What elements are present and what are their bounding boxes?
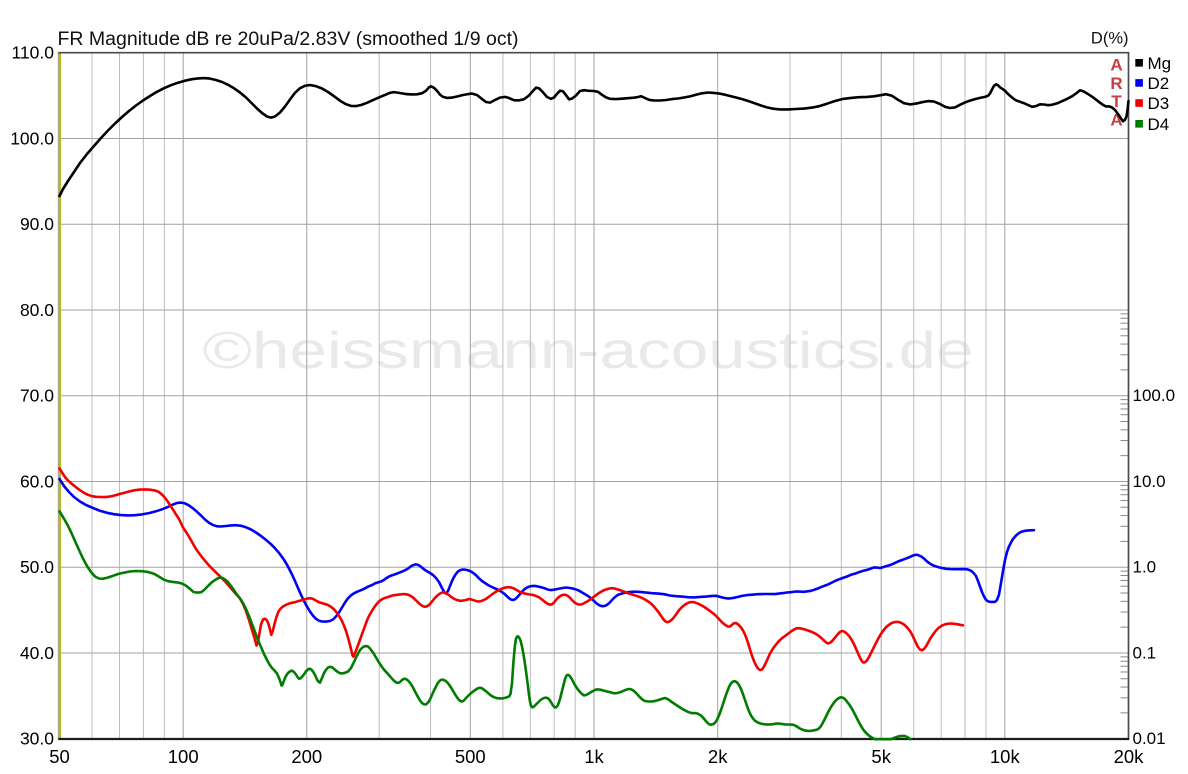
svg-text:T: T [1111, 92, 1122, 111]
svg-text:50: 50 [49, 746, 70, 767]
svg-text:40.0: 40.0 [20, 643, 54, 663]
svg-text:110.0: 110.0 [12, 43, 55, 63]
svg-text:2k: 2k [708, 746, 728, 767]
svg-text:70.0: 70.0 [20, 386, 54, 406]
svg-text:200: 200 [291, 746, 322, 767]
svg-text:80.0: 80.0 [20, 300, 54, 320]
svg-text:0.1: 0.1 [1133, 644, 1157, 663]
svg-text:0.01: 0.01 [1133, 729, 1166, 748]
svg-text:R: R [1110, 74, 1122, 93]
svg-text:D4: D4 [1148, 115, 1170, 134]
svg-text:50.0: 50.0 [20, 557, 54, 577]
svg-text:100.0: 100.0 [1133, 386, 1176, 405]
svg-text:1.0: 1.0 [1133, 558, 1157, 577]
svg-text:60.0: 60.0 [20, 471, 54, 491]
svg-text:©heissmann-acoustics.de: ©heissmann-acoustics.de [203, 322, 974, 380]
svg-text:10.0: 10.0 [1133, 472, 1166, 491]
svg-text:D3: D3 [1148, 94, 1170, 113]
svg-text:D(%): D(%) [1091, 30, 1129, 48]
svg-text:A: A [1110, 56, 1122, 75]
svg-text:5k: 5k [871, 746, 891, 767]
svg-text:Mg: Mg [1148, 54, 1172, 73]
svg-text:1k: 1k [584, 746, 604, 767]
svg-text:FR Magnitude dB re 20uPa/2.83V: FR Magnitude dB re 20uPa/2.83V (smoothed… [58, 29, 519, 50]
svg-text:10k: 10k [990, 746, 1021, 767]
svg-text:500: 500 [455, 746, 486, 767]
svg-text:20k: 20k [1114, 746, 1145, 767]
svg-text:90.0: 90.0 [20, 214, 54, 234]
svg-text:100.0: 100.0 [10, 128, 54, 148]
svg-text:100: 100 [168, 746, 199, 767]
svg-text:D2: D2 [1148, 74, 1170, 93]
svg-text:30.0: 30.0 [20, 729, 54, 749]
